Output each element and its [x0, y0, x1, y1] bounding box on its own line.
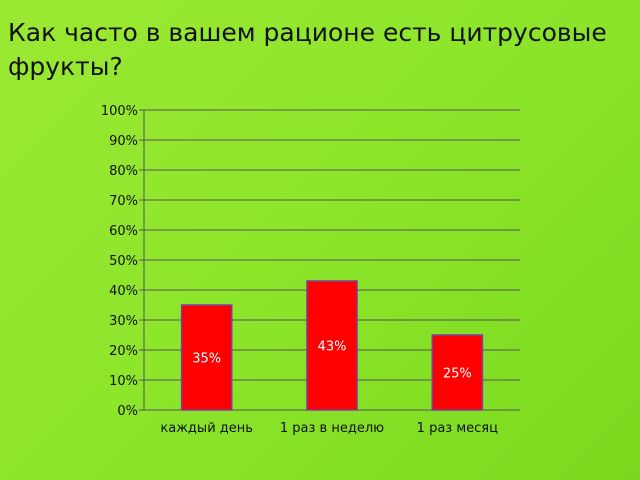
bar: [431, 334, 484, 411]
y-tick-label: 30%: [109, 314, 138, 329]
chart-title: Как часто в вашем рационе есть цитрусовы…: [8, 18, 607, 81]
y-tick-label: 20%: [109, 344, 138, 359]
y-tick-label: 100%: [101, 104, 138, 119]
y-tick-label: 10%: [109, 374, 138, 389]
y-tick-label: 80%: [109, 164, 138, 179]
gridlines: [144, 109, 520, 411]
bars: [180, 280, 484, 411]
y-tick-label: 0%: [117, 404, 138, 419]
x-category-label: 1 раз в неделю: [280, 421, 384, 436]
y-tick-label: 50%: [109, 254, 138, 269]
x-category-label: каждый день: [160, 421, 253, 436]
x-category-label: 1 раз месяц: [417, 421, 498, 436]
labels: 0% 10% 20% 30% 40% 50% 60% 70% 80% 90% 100% 35% кажд…: [101, 104, 498, 436]
bar: [306, 280, 358, 411]
y-tick-label: 60%: [109, 224, 138, 239]
data-label: 35%: [192, 352, 221, 367]
data-label: 43%: [318, 340, 347, 355]
bar: [180, 304, 233, 411]
y-tick-label: 40%: [109, 284, 138, 299]
y-tick-label: 70%: [109, 194, 138, 209]
data-label: 25%: [443, 367, 472, 382]
y-tick-label: 90%: [109, 134, 138, 149]
